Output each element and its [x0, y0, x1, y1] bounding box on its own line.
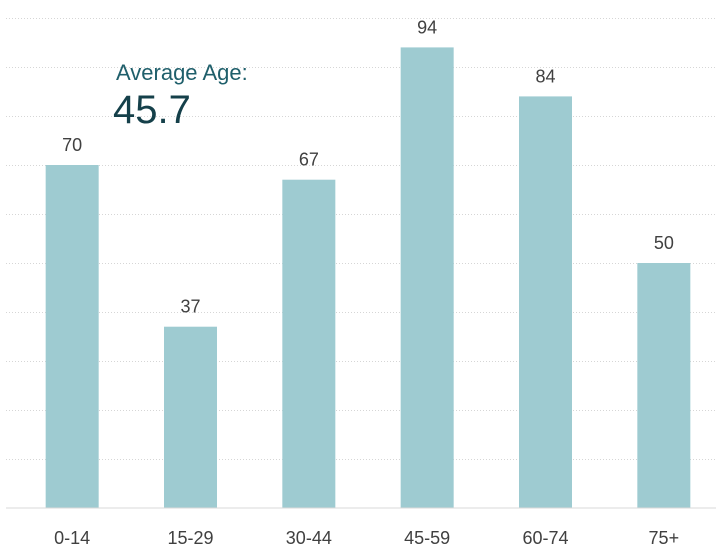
bar-value-label: 67	[299, 150, 319, 170]
average-age-label: Average Age:	[116, 60, 248, 85]
x-tick-label: 0-14	[54, 528, 90, 548]
bar-75+	[637, 263, 691, 508]
average-age-value: 45.7	[113, 88, 191, 132]
bar-value-label: 84	[535, 66, 555, 86]
bar-0-14	[45, 165, 99, 508]
gridlines	[6, 18, 716, 460]
bar-30-44	[282, 179, 336, 508]
x-tick-label: 30-44	[286, 528, 332, 548]
bar-value-label: 37	[180, 297, 200, 317]
x-tick-label: 75+	[649, 528, 680, 548]
bar-45-59	[400, 47, 454, 509]
x-tick-label: 45-59	[404, 528, 450, 548]
x-tick-label: 60-74	[522, 528, 568, 548]
x-axis-tick-labels: 0-14 15-29 30-44 45-59 60-74 75+	[54, 528, 679, 548]
bar-value-labels: 70 37 67 94 84 50	[62, 17, 674, 316]
bars	[45, 47, 691, 509]
bar-15-29	[164, 326, 217, 508]
bar-value-label: 94	[417, 17, 437, 37]
bar-value-label: 70	[62, 135, 82, 155]
bar-value-label: 50	[654, 233, 674, 253]
bar-60-74	[519, 96, 572, 509]
x-tick-label: 15-29	[167, 528, 213, 548]
